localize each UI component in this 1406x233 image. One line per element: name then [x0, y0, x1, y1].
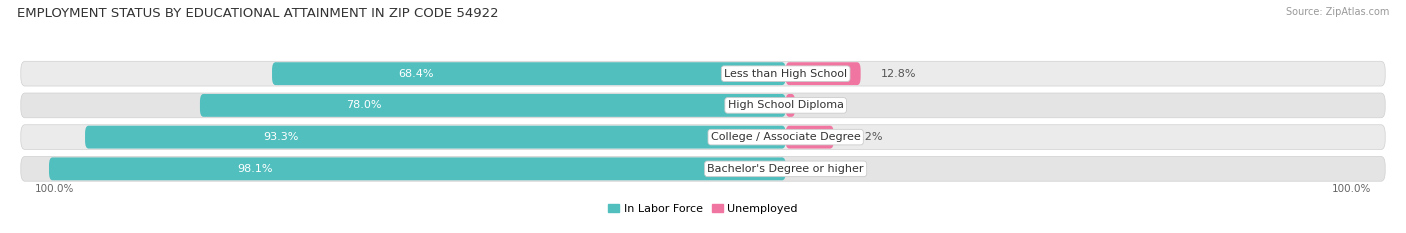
Text: 100.0%: 100.0% — [1331, 185, 1371, 195]
Text: 1.6%: 1.6% — [815, 100, 844, 110]
FancyBboxPatch shape — [200, 94, 786, 117]
FancyBboxPatch shape — [786, 94, 794, 117]
Text: 0.0%: 0.0% — [803, 164, 831, 174]
FancyBboxPatch shape — [21, 125, 1385, 150]
Text: Bachelor's Degree or higher: Bachelor's Degree or higher — [707, 164, 863, 174]
Text: EMPLOYMENT STATUS BY EDUCATIONAL ATTAINMENT IN ZIP CODE 54922: EMPLOYMENT STATUS BY EDUCATIONAL ATTAINM… — [17, 7, 499, 20]
Text: 12.8%: 12.8% — [882, 69, 917, 79]
Legend: In Labor Force, Unemployed: In Labor Force, Unemployed — [603, 199, 803, 218]
Text: 98.1%: 98.1% — [238, 164, 273, 174]
FancyBboxPatch shape — [21, 61, 1385, 86]
Text: Less than High School: Less than High School — [724, 69, 848, 79]
Text: 78.0%: 78.0% — [346, 100, 381, 110]
FancyBboxPatch shape — [84, 126, 786, 149]
FancyBboxPatch shape — [786, 62, 860, 85]
FancyBboxPatch shape — [786, 126, 834, 149]
FancyBboxPatch shape — [21, 157, 1385, 181]
Text: 8.2%: 8.2% — [855, 132, 883, 142]
Text: 100.0%: 100.0% — [35, 185, 75, 195]
FancyBboxPatch shape — [21, 93, 1385, 118]
Text: 68.4%: 68.4% — [398, 69, 433, 79]
Text: High School Diploma: High School Diploma — [728, 100, 844, 110]
Text: Source: ZipAtlas.com: Source: ZipAtlas.com — [1285, 7, 1389, 17]
Text: College / Associate Degree: College / Associate Degree — [711, 132, 860, 142]
FancyBboxPatch shape — [49, 158, 786, 180]
Text: 93.3%: 93.3% — [263, 132, 299, 142]
FancyBboxPatch shape — [271, 62, 786, 85]
